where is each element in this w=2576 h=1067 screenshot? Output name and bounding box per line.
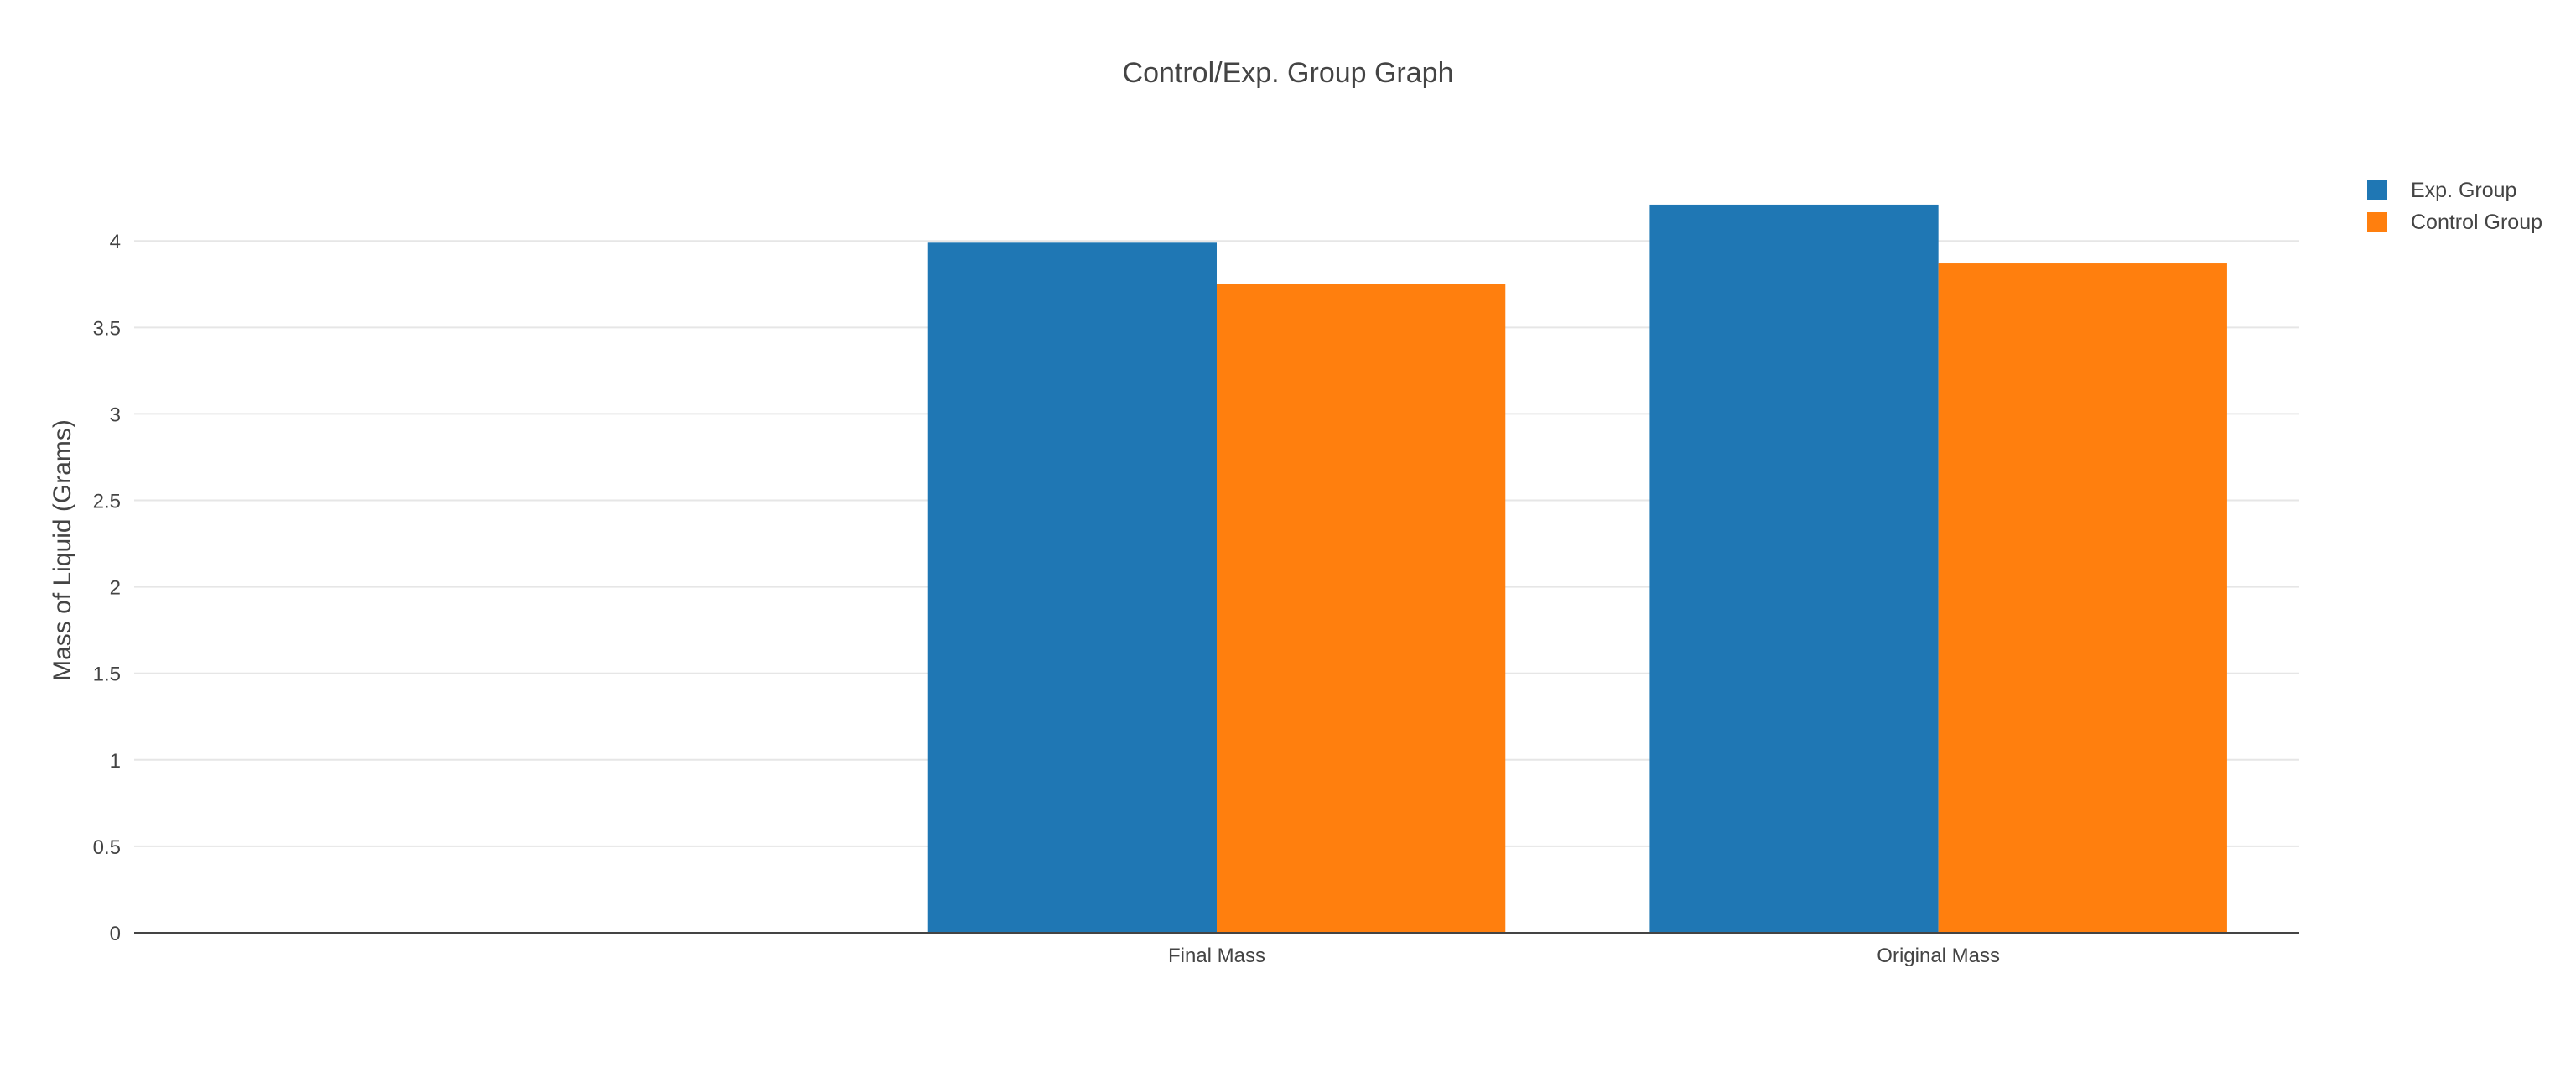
legend[interactable]: Exp. Group Control Group [2367, 179, 2542, 234]
y-tick-label: 0 [110, 923, 121, 945]
chart-title: Control/Exp. Group Graph [1123, 57, 1454, 89]
legend-label[interactable]: Exp. Group [2411, 179, 2516, 202]
x-tick-label: Original Mass [1877, 945, 2000, 967]
y-tick-label: 3 [110, 403, 121, 426]
y-tick-label: 0.5 [93, 836, 121, 859]
bar-control-group-original-mass[interactable] [1938, 263, 2227, 933]
bars [927, 204, 2227, 933]
y-axis-title: Mass of Liquid (Grams) [49, 419, 76, 681]
legend-swatch[interactable] [2367, 212, 2387, 232]
bar-exp-group-final-mass[interactable] [927, 242, 1217, 933]
legend-label[interactable]: Control Group [2411, 211, 2542, 234]
y-tick-label: 2 [110, 577, 121, 600]
bar-exp-group-original-mass[interactable] [1649, 204, 1939, 933]
y-tick-label: 2.5 [93, 491, 121, 513]
y-tick-label: 1 [110, 750, 121, 773]
y-tick-label: 1.5 [93, 664, 121, 686]
y-tick-label: 4 [110, 231, 121, 253]
x-tick-label: Final Mass [1168, 945, 1265, 967]
y-tick-label: 3.5 [93, 317, 121, 340]
axes: 0 0.5 1 1.5 2 2.5 3 3.5 4 Final Mass Original Mass [93, 231, 2299, 967]
bar-control-group-final-mass[interactable] [1217, 284, 1506, 933]
legend-swatch[interactable] [2367, 180, 2387, 200]
